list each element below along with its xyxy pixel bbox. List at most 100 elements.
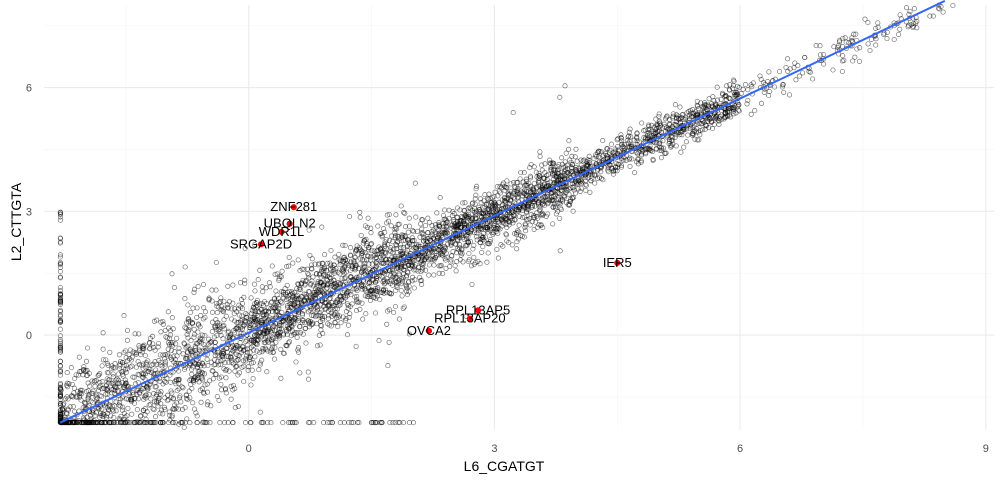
data-point (821, 61, 827, 67)
data-point (418, 221, 424, 227)
data-point (566, 146, 572, 152)
data-point (694, 112, 700, 118)
data-point (252, 354, 258, 360)
data-point (411, 229, 417, 235)
data-point (515, 195, 521, 201)
data-point (57, 312, 63, 318)
data-point (409, 274, 416, 280)
data-point (615, 143, 621, 150)
data-point (116, 352, 122, 358)
data-point (95, 420, 101, 426)
data-point (903, 5, 910, 11)
data-point (265, 329, 271, 335)
data-point (523, 182, 529, 188)
data-point (76, 354, 82, 360)
data-point (117, 403, 123, 409)
data-point (621, 147, 627, 153)
data-point (425, 215, 431, 221)
data-point (780, 82, 786, 88)
data-point (911, 6, 917, 12)
data-point (90, 388, 96, 394)
data-point (412, 277, 418, 283)
data-point (116, 402, 122, 408)
data-point (758, 76, 764, 82)
data-point (361, 270, 367, 276)
data-point (302, 326, 308, 332)
data-point (273, 313, 279, 319)
data-point (368, 288, 374, 295)
data-point (171, 285, 177, 291)
data-point (278, 298, 284, 304)
data-point (93, 394, 99, 400)
data-point (104, 360, 110, 366)
data-point (542, 161, 548, 167)
data-point (148, 396, 154, 402)
data-point (367, 280, 373, 286)
data-point (202, 332, 208, 339)
x-tick-label: 0 (246, 443, 252, 455)
data-point (248, 420, 254, 426)
data-point (484, 259, 490, 265)
data-point (197, 324, 203, 330)
data-point (515, 185, 521, 191)
data-point (450, 209, 456, 215)
data-point (319, 266, 325, 272)
data-point (524, 206, 530, 213)
data-point (87, 412, 94, 419)
data-point (100, 346, 106, 352)
data-point (813, 43, 819, 49)
data-point (676, 129, 682, 135)
data-point (935, 5, 942, 11)
data-point (413, 267, 419, 273)
data-point (567, 170, 574, 176)
data-point (271, 296, 277, 302)
data-point (291, 318, 297, 324)
data-point (93, 392, 99, 398)
data-point (332, 254, 338, 260)
data-point (138, 413, 144, 419)
data-point (479, 235, 485, 241)
data-point (112, 361, 118, 367)
data-point (851, 31, 857, 37)
data-point (185, 335, 191, 341)
data-point (263, 334, 269, 341)
data-point (182, 324, 188, 330)
data-points (57, 2, 956, 431)
data-point (388, 291, 394, 297)
data-point (516, 222, 522, 228)
data-point (337, 302, 343, 308)
data-point (906, 11, 912, 17)
data-point (434, 210, 440, 216)
x-axis-ticks: 0 3 6 9 (246, 443, 989, 455)
data-point (284, 323, 290, 329)
data-point (69, 381, 75, 387)
data-point (533, 169, 539, 175)
data-point (57, 291, 63, 297)
data-point (495, 255, 501, 261)
data-point (657, 140, 663, 146)
data-point (706, 96, 712, 102)
data-point (382, 241, 388, 247)
data-point (332, 284, 338, 290)
data-point (316, 260, 322, 266)
data-point (287, 420, 293, 426)
data-point (472, 201, 478, 207)
data-point (304, 266, 310, 272)
data-point (260, 289, 266, 295)
data-point (326, 313, 332, 319)
data-point (734, 93, 740, 99)
data-point (174, 388, 180, 394)
data-point (514, 189, 520, 195)
data-point (629, 143, 635, 149)
highlighted-point (474, 307, 482, 314)
data-point (470, 246, 476, 252)
data-point (234, 363, 240, 369)
data-point (295, 316, 301, 322)
data-point (57, 402, 63, 408)
data-point (64, 370, 70, 376)
data-point (469, 201, 475, 207)
data-point (515, 236, 521, 242)
data-point (115, 377, 122, 383)
data-point (852, 54, 858, 60)
data-point (535, 200, 541, 206)
